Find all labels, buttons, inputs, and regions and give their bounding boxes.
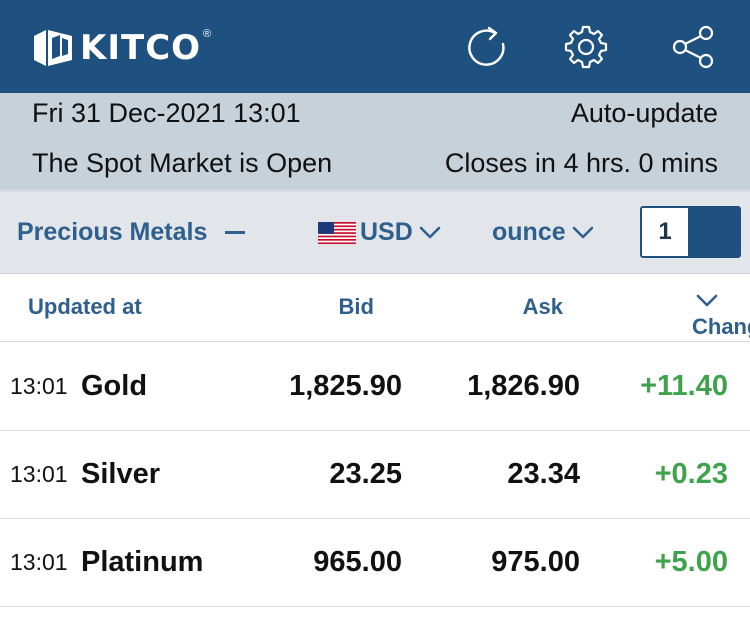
auto-update-toggle[interactable]: Auto-update — [570, 98, 718, 128]
filter-bar: Precious Metals USD ounce — [0, 190, 750, 274]
refresh-icon[interactable] — [462, 22, 512, 72]
gear-icon[interactable] — [561, 22, 611, 72]
metal-name: Silver — [81, 458, 160, 490]
category-selector[interactable]: Precious Metals — [17, 218, 246, 247]
unit-label: ounce — [492, 218, 566, 246]
metal-name: Platinum — [81, 546, 204, 578]
kitco-logo-mark-icon — [34, 30, 72, 66]
ask-value: 1,826.90 — [467, 370, 580, 402]
bid-value: 965.00 — [313, 546, 402, 578]
bid-value: 1,825.90 — [289, 370, 402, 402]
metal-name: Gold — [81, 370, 148, 402]
kitco-logo[interactable]: KITCO ® — [32, 26, 211, 70]
category-label: Precious Metals — [17, 218, 208, 246]
market-closes-in: Closes in 4 hrs. 0 mins — [444, 148, 718, 178]
share-icon[interactable] — [668, 22, 718, 72]
column-bid: Bid — [338, 294, 374, 319]
change-value: +0.23 — [654, 458, 728, 490]
collapse-dash-icon — [225, 231, 246, 234]
ask-value: 975.00 — [491, 546, 580, 578]
currency-selector[interactable]: USD — [318, 218, 441, 247]
row-time: 13:01 — [10, 373, 68, 399]
column-change-selector[interactable]: Change — [692, 294, 750, 339]
unit-selector[interactable]: ounce — [492, 218, 594, 247]
chevron-down-icon — [572, 226, 593, 238]
logo-registered-mark: ® — [203, 28, 212, 40]
column-change-label: Change — [692, 314, 750, 339]
column-ask: Ask — [522, 294, 563, 319]
table-row[interactable]: 13:01 Silver 23.25 23.34 +0.23 — [0, 431, 750, 519]
market-info-band: Fri 31 Dec-2021 13:01 Auto-update The Sp… — [0, 93, 750, 190]
ask-value: 23.34 — [507, 458, 580, 490]
table-header: Updated at Bid Ask Change — [0, 274, 750, 342]
table-row[interactable]: 13:01 Gold 1,825.90 1,826.90 +11.40 — [0, 343, 750, 431]
row-time: 13:01 — [10, 549, 68, 575]
price-table: 13:01 Gold 1,825.90 1,826.90 +11.40 13:0… — [0, 343, 750, 607]
app-header: KITCO ® — [0, 0, 750, 93]
row-time: 13:01 — [10, 461, 68, 487]
unit-quantity-value: 1 — [642, 208, 688, 256]
unit-quantity-toggle[interactable]: 1 — [640, 206, 741, 258]
bid-value: 23.25 — [329, 458, 402, 490]
table-row[interactable]: 13:01 Platinum 965.00 975.00 +5.00 — [0, 519, 750, 607]
change-value: +5.00 — [654, 546, 728, 578]
column-updated-at: Updated at — [28, 294, 142, 319]
datetime-label: Fri 31 Dec-2021 13:01 — [32, 98, 301, 128]
us-flag-icon — [318, 221, 356, 244]
market-status: The Spot Market is Open — [32, 148, 333, 178]
chevron-down-icon — [419, 226, 441, 238]
logo-text: KITCO — [80, 28, 202, 68]
currency-label: USD — [360, 218, 413, 246]
chevron-down-icon — [696, 294, 718, 307]
change-value: +11.40 — [640, 370, 728, 402]
